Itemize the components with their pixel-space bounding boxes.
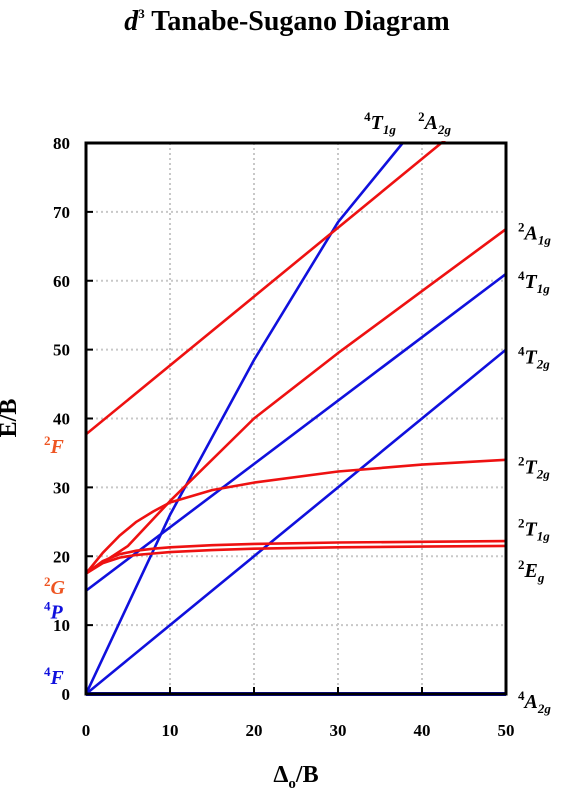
top-term-label-0: 4T1g bbox=[364, 109, 396, 137]
title-superscript: 3 bbox=[138, 6, 145, 21]
y-tick-label-3: 30 bbox=[53, 478, 70, 497]
y-axis-label: E/B bbox=[0, 399, 22, 438]
top-term-label-1: 2A2g bbox=[418, 109, 451, 137]
title-rest: Tanabe-Sugano Diagram bbox=[145, 6, 450, 37]
y-tick-label-1: 10 bbox=[53, 616, 70, 635]
x-tick-label-1: 10 bbox=[162, 721, 179, 740]
title-d: d bbox=[124, 6, 139, 37]
right-term-label-2: 4T2g bbox=[518, 344, 550, 372]
left-term-label-0: 2F bbox=[44, 433, 65, 458]
right-term-label-5: 2Eg bbox=[518, 557, 545, 585]
left-term-label-2: 4P bbox=[44, 598, 64, 623]
x-label-delta: Δ bbox=[273, 762, 288, 788]
left-term-label-3: 4F bbox=[44, 664, 65, 689]
x-tick-label-5: 50 bbox=[498, 721, 515, 740]
x-tick-label-3: 30 bbox=[330, 721, 347, 740]
series-lines bbox=[86, 141, 506, 696]
x-label-tail: /B bbox=[295, 762, 319, 788]
left-term-label-1: 2G bbox=[44, 574, 66, 599]
right-term-label-4: 2T1g bbox=[518, 516, 550, 544]
series-line-8 bbox=[86, 544, 506, 575]
right-term-label-3: 2T2g bbox=[518, 454, 550, 482]
x-tick-label-4: 40 bbox=[414, 721, 431, 740]
y-tick-label-7: 70 bbox=[53, 203, 70, 222]
y-tick-label-0: 0 bbox=[62, 685, 71, 704]
x-label-subscript: o bbox=[288, 776, 296, 792]
right-term-label-0: 2A1g bbox=[518, 220, 551, 248]
y-tick-label-6: 60 bbox=[53, 272, 70, 291]
x-tick-label-2: 20 bbox=[246, 721, 263, 740]
y-tick-label-4: 40 bbox=[53, 410, 70, 429]
right-term-label-6: 4A2g bbox=[518, 688, 551, 716]
y-tick-label-2: 20 bbox=[53, 547, 70, 566]
grid bbox=[86, 143, 506, 694]
y-tick-label-8: 80 bbox=[53, 134, 70, 153]
series-line-2 bbox=[86, 272, 506, 592]
chart-title: d3 Tanabe-Sugano Diagram bbox=[124, 6, 449, 37]
right-term-label-1: 4T1g bbox=[518, 268, 550, 296]
series-line-1 bbox=[86, 348, 506, 696]
series-line-5 bbox=[86, 228, 506, 575]
series-line-6 bbox=[86, 458, 506, 575]
x-axis-label: Δo/B bbox=[273, 762, 318, 792]
x-tick-label-0: 0 bbox=[82, 721, 91, 740]
series-line-3 bbox=[86, 142, 404, 695]
axis-ticks: 0 10 20 30 40 50 0 10 20 30 40 50 60 70 80 bbox=[53, 134, 515, 740]
series-line-7 bbox=[86, 539, 506, 575]
series-line-4 bbox=[86, 141, 446, 436]
y-tick-label-5: 50 bbox=[53, 341, 70, 360]
